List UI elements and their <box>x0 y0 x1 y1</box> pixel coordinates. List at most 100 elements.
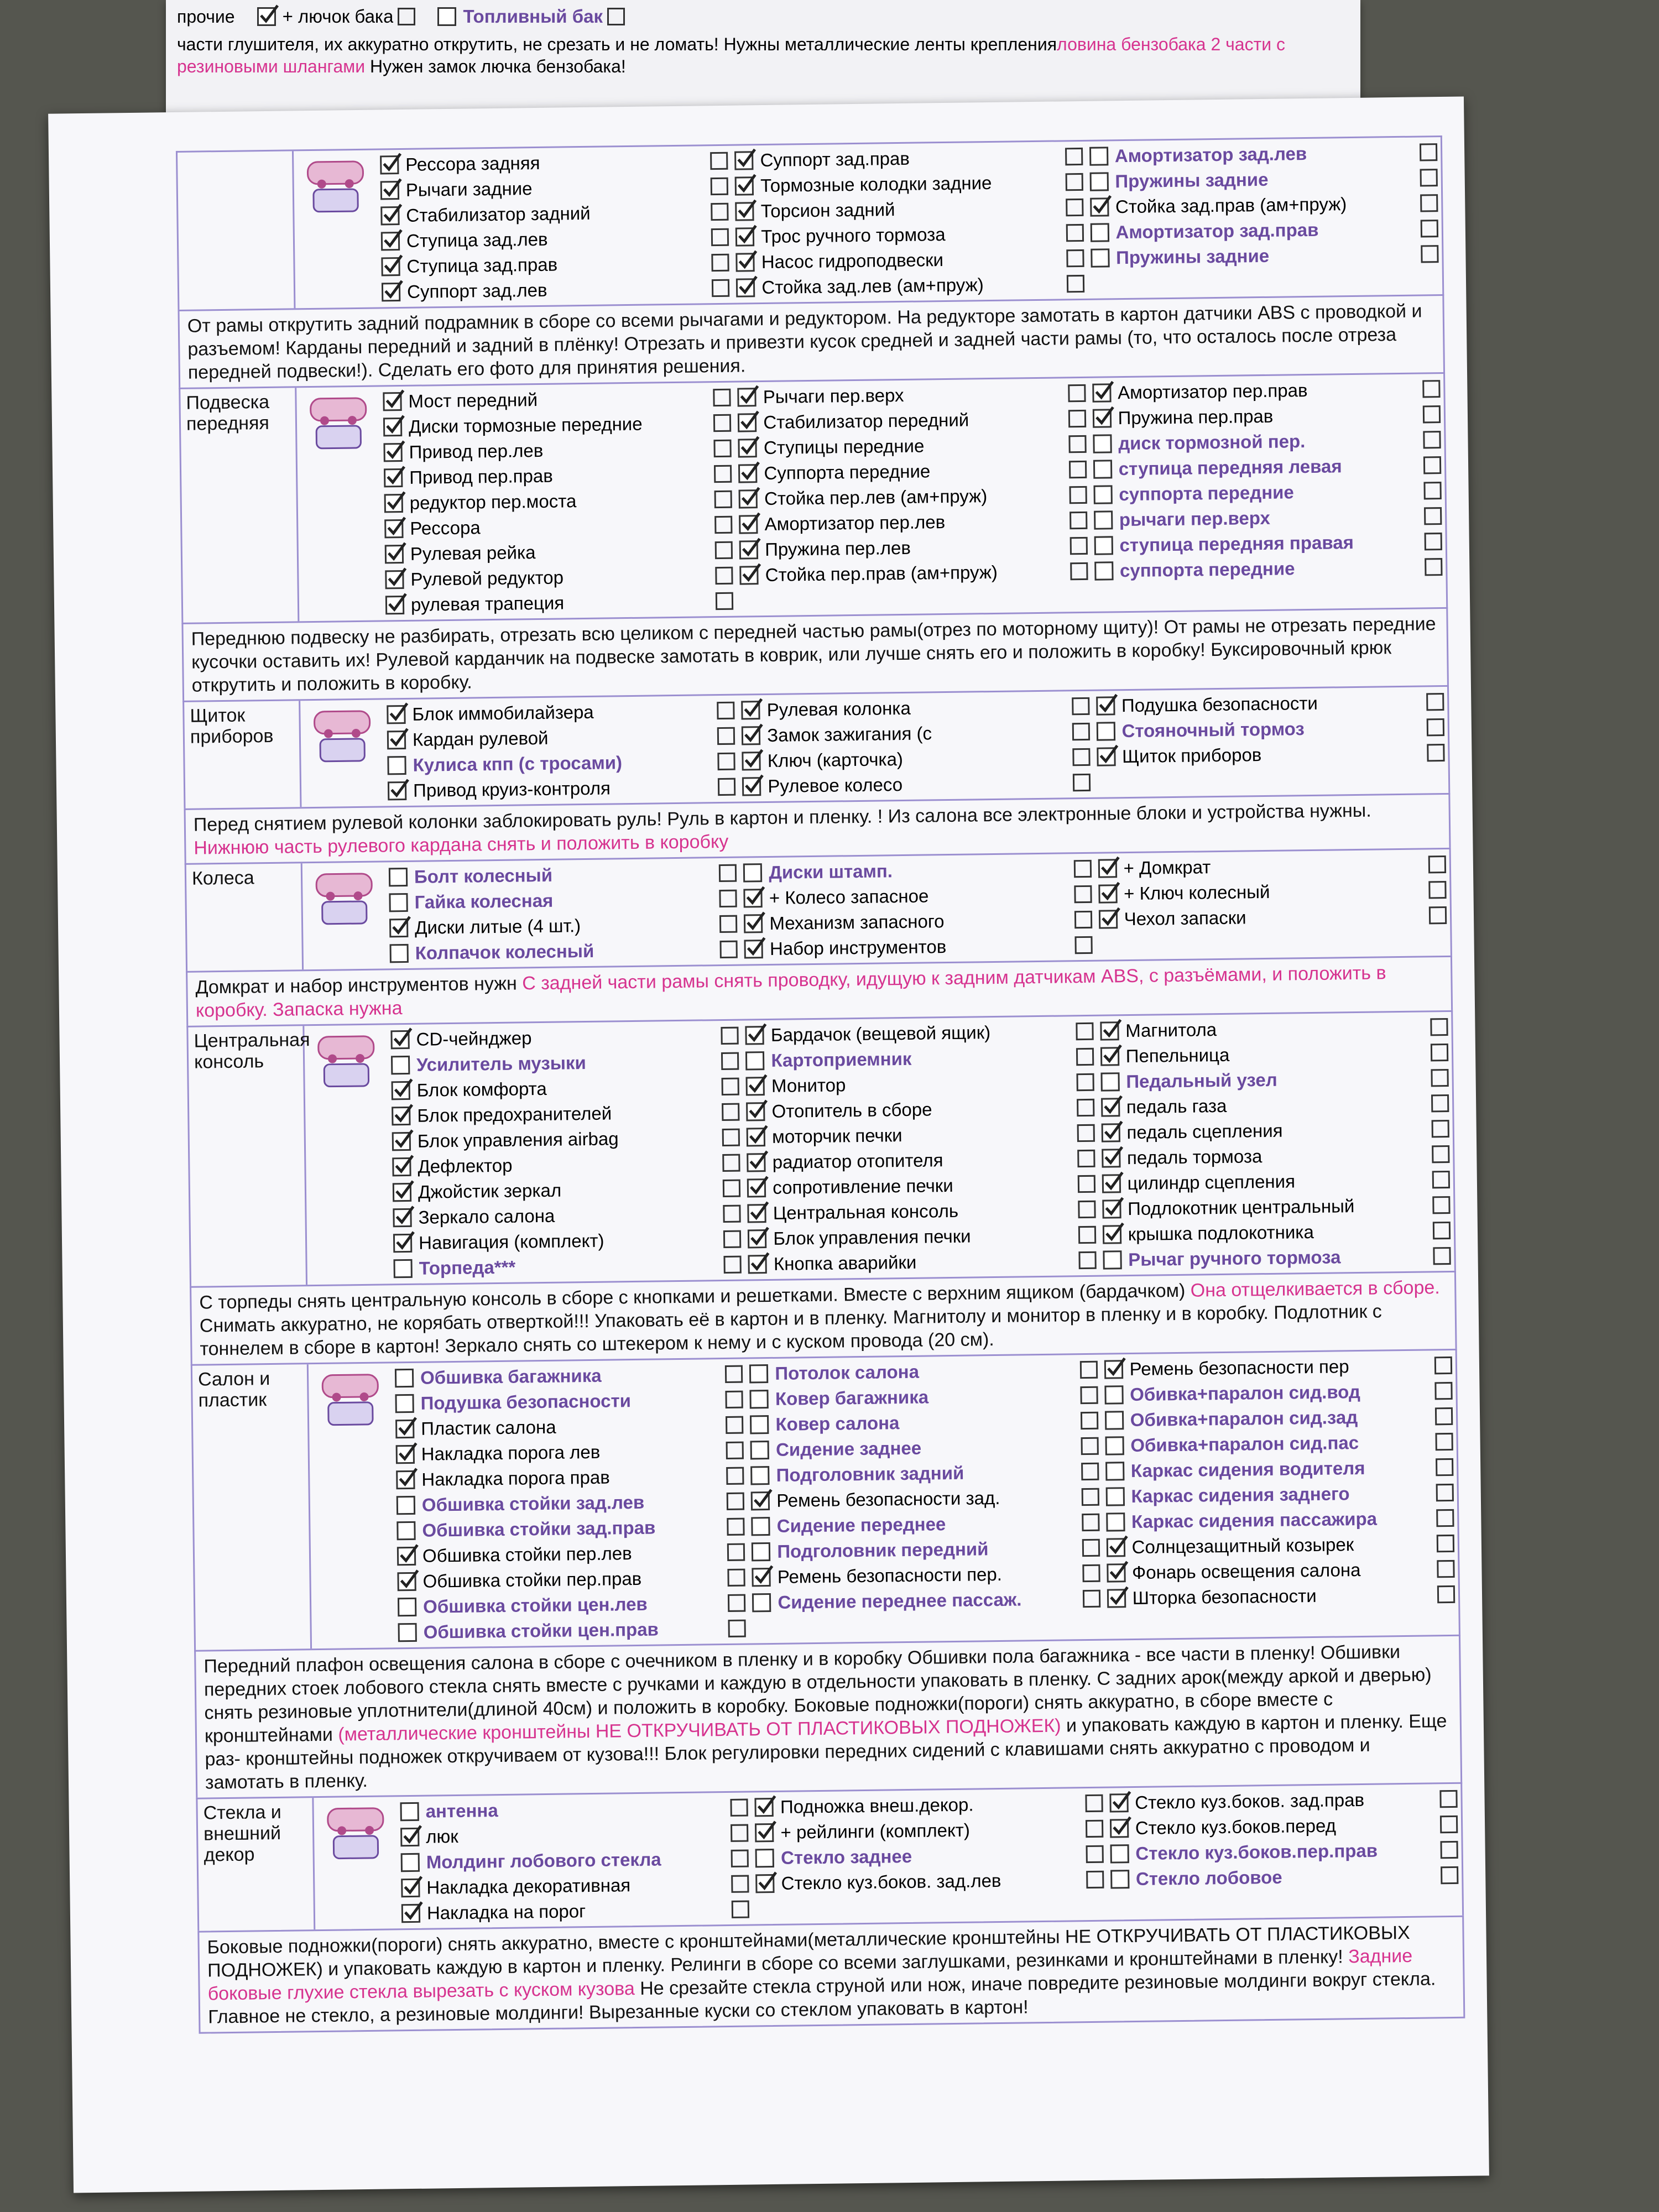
check-mark <box>1112 1791 1131 1810</box>
checkbox <box>390 1055 410 1075</box>
checkbox <box>744 911 766 933</box>
checklist-item: Рессора <box>384 512 733 542</box>
icon-cell <box>304 1025 390 1285</box>
checklist-item: Стекло заднее <box>755 1841 1104 1871</box>
checklist-item: Замок зажигания (с <box>742 719 1090 749</box>
empty-box <box>1427 744 1445 762</box>
check-mark <box>392 916 411 935</box>
check-mark <box>385 389 405 409</box>
checkbox <box>743 886 765 908</box>
checkbox <box>747 1150 769 1172</box>
checkbox <box>384 466 405 488</box>
empty-box <box>1065 198 1084 217</box>
checklist-item: Кнопка аварийки <box>748 1248 1097 1277</box>
checkbox <box>1093 485 1113 504</box>
checkbox <box>742 774 764 796</box>
section-icon <box>321 1374 379 1426</box>
item-label: Магнитола <box>1125 1019 1217 1041</box>
check-mark <box>751 1252 770 1271</box>
empty-box <box>1070 536 1088 555</box>
item-label: Ступица зад.лев <box>406 228 548 251</box>
checkbox <box>747 1176 769 1198</box>
item-label: + Колесо запасное <box>769 885 929 908</box>
checklist-item: Тормозные колодки задние <box>734 169 1083 199</box>
check-mark <box>1109 1561 1128 1580</box>
empty-box <box>1421 245 1439 263</box>
empty-box <box>1432 1170 1451 1189</box>
checkbox <box>735 199 757 221</box>
empty-box <box>1426 693 1444 711</box>
checkbox <box>1106 1561 1128 1583</box>
empty-box <box>712 279 730 298</box>
checkbox <box>1092 380 1114 403</box>
section-icon <box>317 1035 375 1088</box>
check-mark <box>400 1569 419 1588</box>
item-label: Обивка+паралон сид.вод <box>1129 1381 1361 1405</box>
item-label: ступица передняя правая <box>1119 531 1354 556</box>
checklist-item: Накладка порога лев <box>395 1438 744 1468</box>
note-text: Домкрат и набор инструментов нужн <box>195 973 523 998</box>
item-label: Амортизатор пер.лев <box>764 512 946 535</box>
empty-box <box>727 1517 745 1536</box>
check-mark <box>738 250 758 269</box>
checklist-item: Пружины задние <box>1089 165 1438 195</box>
item-label: Каркас сидения заднего <box>1131 1483 1350 1507</box>
item-label: Рессора <box>410 517 481 539</box>
empty-box <box>717 701 735 720</box>
empty-box <box>1423 456 1442 474</box>
check-mark <box>1104 1146 1123 1165</box>
item-label: Замок зажигания (с <box>767 723 932 745</box>
checkbox <box>387 779 409 801</box>
section-note: Боковые подножки(пороги) снять аккуратно… <box>197 1915 1465 2034</box>
checklist-item: Ремень безопасности пер <box>1104 1353 1453 1383</box>
checklist-item: Ступица зад.прав <box>381 250 730 280</box>
item-label: Блок управления печки <box>773 1225 971 1249</box>
item-label: радиатор отопителя <box>772 1150 943 1172</box>
item-label: Обшивка стойки зад.лев <box>421 1491 645 1515</box>
checkbox <box>1100 1095 1123 1117</box>
item-label: педаль газа <box>1126 1095 1227 1118</box>
check-mark <box>387 491 406 510</box>
section-icon <box>327 1807 384 1860</box>
checkbox <box>394 1368 414 1388</box>
icon-cell <box>302 862 387 969</box>
check-mark <box>388 593 407 612</box>
checklist-item: Накладка декоративная <box>401 1871 749 1901</box>
item-label: Стояночный тормоз <box>1121 718 1305 742</box>
checkbox <box>754 1795 776 1817</box>
item-label: Рычаги пер.верх <box>763 384 904 408</box>
checklist-item: Суппорта передние <box>738 457 1087 487</box>
checklist-item: цилиндр сцепления <box>1102 1167 1451 1197</box>
checkbox <box>750 1415 769 1434</box>
checklist-item: Сидение переднее <box>751 1510 1100 1540</box>
checklist-item: Каркас сидения водителя <box>1105 1454 1454 1484</box>
empty-box <box>714 541 733 560</box>
empty-box <box>1423 431 1441 449</box>
item-label: Ключ (карточка) <box>767 748 904 771</box>
checklist-item: рычаги пер.верх <box>1093 503 1442 533</box>
checklist-item: моторчик печки <box>746 1120 1095 1150</box>
item-label: ступица передняя левая <box>1118 456 1342 479</box>
check-mark <box>387 517 406 536</box>
empty-box <box>1068 409 1086 428</box>
checklist-item: Обшивка стойки цен.прав <box>398 1616 747 1646</box>
checkbox <box>389 916 411 938</box>
section-icon <box>315 873 373 925</box>
item-column: Блок иммобилайзера Кардан рулевой Кулиса к… <box>383 696 739 806</box>
check-mark <box>384 254 403 274</box>
checkbox <box>392 1180 414 1202</box>
checkbox <box>1099 1019 1121 1041</box>
check-mark <box>384 280 403 299</box>
item-label: Ступица зад.прав <box>406 254 558 276</box>
check-mark <box>390 779 409 798</box>
checklist-item: Диски литые (4 шт.) <box>389 911 738 941</box>
item-label: Подушка безопасности <box>1121 692 1318 716</box>
checklist-item: Ключ (карточка) <box>742 744 1091 774</box>
item-label: крышка подлокотника <box>1128 1221 1314 1245</box>
empty-box <box>1072 773 1091 792</box>
item-column: Магнитола Пепельница Педальный узел педаль … <box>1097 1012 1454 1275</box>
item-label: Болт колесный <box>414 864 553 887</box>
item-label: Стекло лобовое <box>1135 1866 1282 1889</box>
empty-box <box>1420 169 1438 187</box>
item-label: Подлокотник центральный <box>1127 1196 1355 1219</box>
